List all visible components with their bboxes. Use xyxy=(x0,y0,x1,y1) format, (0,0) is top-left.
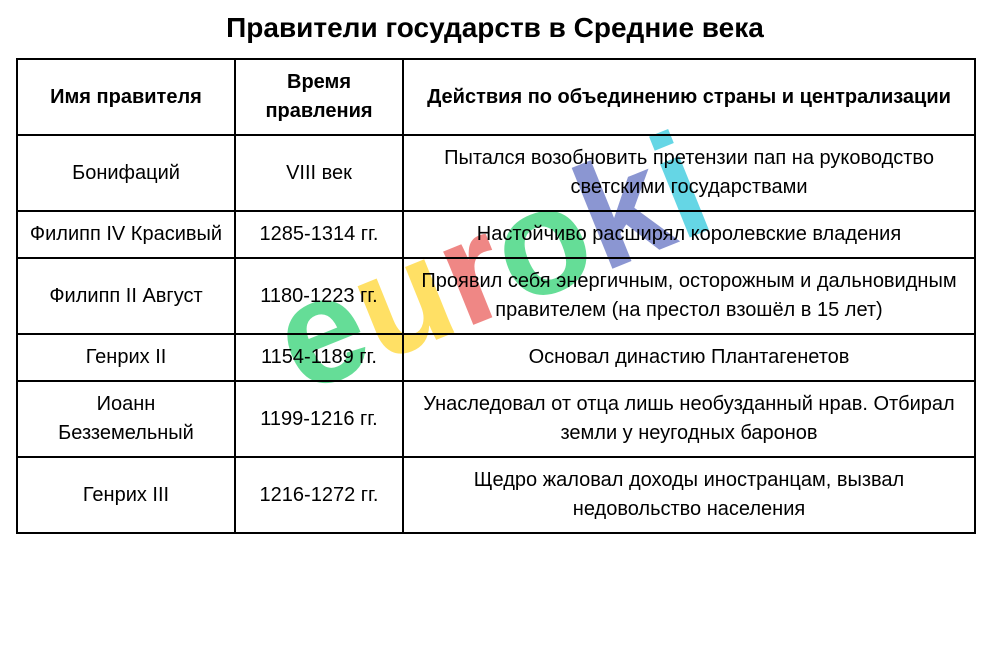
cell-actions: Унаследовал от отца лишь необузданный нр… xyxy=(403,381,975,457)
table-header-row: Имя правителя Время правления Действия п… xyxy=(17,59,975,135)
cell-time: 1285-1314 гг. xyxy=(235,211,403,258)
cell-actions: Щедро жаловал доходы иностранцам, вызвал… xyxy=(403,457,975,533)
cell-time: 1154-1189 гг. xyxy=(235,334,403,381)
cell-name: Генрих II xyxy=(17,334,235,381)
page-title: Правители государств в Средние века xyxy=(16,12,974,44)
cell-name: Бонифаций xyxy=(17,135,235,211)
table-row: Филипп IV Красивый 1285-1314 гг. Настойч… xyxy=(17,211,975,258)
cell-name: Филипп IV Красивый xyxy=(17,211,235,258)
cell-actions: Настойчиво расширял королевские владения xyxy=(403,211,975,258)
cell-actions: Проявил себя энергичным, осторожным и да… xyxy=(403,258,975,334)
table-row: Генрих II 1154-1189 гг. Основал династию… xyxy=(17,334,975,381)
cell-name: Генрих III xyxy=(17,457,235,533)
col-header-time: Время правления xyxy=(235,59,403,135)
cell-name: Филипп II Август xyxy=(17,258,235,334)
cell-time: 1216-1272 гг. xyxy=(235,457,403,533)
cell-time: 1199-1216 гг. xyxy=(235,381,403,457)
cell-time: 1180-1223 гг. xyxy=(235,258,403,334)
col-header-actions: Действия по объединению страны и централ… xyxy=(403,59,975,135)
table-row: Филипп II Август 1180-1223 гг. Проявил с… xyxy=(17,258,975,334)
col-header-name: Имя правителя xyxy=(17,59,235,135)
table-row: Генрих III 1216-1272 гг. Щедро жаловал д… xyxy=(17,457,975,533)
cell-actions: Основал династию Плантагенетов xyxy=(403,334,975,381)
cell-name: Иоанн Безземельный xyxy=(17,381,235,457)
cell-time: VIII век xyxy=(235,135,403,211)
cell-actions: Пытался возобновить претензии пап на рук… xyxy=(403,135,975,211)
rulers-table: Имя правителя Время правления Действия п… xyxy=(16,58,976,534)
table-row: Бонифаций VIII век Пытался возобновить п… xyxy=(17,135,975,211)
table-row: Иоанн Безземельный 1199-1216 гг. Унаслед… xyxy=(17,381,975,457)
